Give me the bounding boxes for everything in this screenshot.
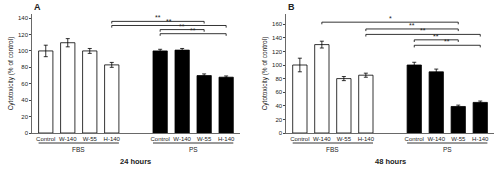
svg-text:100: 100 — [272, 62, 283, 68]
svg-text:FBS: FBS — [72, 146, 85, 153]
svg-text:W-140: W-140 — [313, 136, 331, 142]
svg-text:**: ** — [420, 27, 426, 34]
svg-text:160: 160 — [272, 21, 283, 27]
svg-text:120: 120 — [18, 32, 29, 38]
svg-text:**: ** — [409, 22, 415, 29]
svg-text:**: ** — [179, 23, 185, 30]
svg-text:140: 140 — [272, 35, 283, 41]
svg-text:**: ** — [433, 33, 439, 40]
svg-text:H-140: H-140 — [218, 136, 235, 142]
svg-text:20: 20 — [275, 117, 282, 123]
svg-text:140: 140 — [18, 15, 29, 21]
svg-text:W-55: W-55 — [451, 136, 466, 142]
svg-text:100: 100 — [18, 48, 29, 54]
svg-text:PS: PS — [443, 146, 452, 153]
svg-text:FBS: FBS — [326, 146, 339, 153]
svg-text:40: 40 — [275, 103, 282, 109]
svg-text:**: ** — [166, 18, 172, 25]
svg-text:W-55: W-55 — [83, 136, 98, 142]
svg-text:60: 60 — [275, 89, 282, 95]
svg-text:20: 20 — [21, 114, 28, 120]
svg-text:A: A — [34, 2, 41, 12]
svg-text:B: B — [288, 2, 295, 12]
svg-text:0: 0 — [279, 130, 283, 136]
svg-text:48 hours: 48 hours — [375, 157, 406, 166]
svg-text:Control: Control — [36, 136, 55, 142]
svg-text:24 hours: 24 hours — [120, 157, 151, 166]
svg-text:Control: Control — [290, 136, 309, 142]
svg-text:Control: Control — [405, 136, 424, 142]
svg-text:**: ** — [190, 27, 196, 34]
svg-text:0: 0 — [25, 130, 29, 136]
svg-text:80: 80 — [275, 76, 282, 82]
svg-text:Control: Control — [150, 136, 169, 142]
svg-text:H-140: H-140 — [104, 136, 121, 142]
svg-text:W-55: W-55 — [337, 136, 352, 142]
svg-text:Cytotoxicity (% of control): Cytotoxicity (% of control) — [261, 37, 269, 111]
svg-text:40: 40 — [21, 97, 28, 103]
svg-text:H-140: H-140 — [358, 136, 375, 142]
svg-text:80: 80 — [21, 64, 28, 70]
svg-text:**: ** — [444, 38, 450, 45]
svg-text:H-140: H-140 — [472, 136, 489, 142]
svg-text:W-55: W-55 — [197, 136, 212, 142]
svg-text:W-140: W-140 — [173, 136, 191, 142]
svg-text:W-140: W-140 — [59, 136, 77, 142]
svg-text:PS: PS — [189, 146, 198, 153]
svg-text:60: 60 — [21, 81, 28, 87]
svg-text:120: 120 — [272, 49, 283, 55]
svg-text:*: * — [389, 15, 392, 22]
svg-text:W-140: W-140 — [427, 136, 445, 142]
svg-text:Cytotoxicity (% of control): Cytotoxicity (% of control) — [7, 37, 15, 111]
svg-text:**: ** — [155, 14, 161, 21]
